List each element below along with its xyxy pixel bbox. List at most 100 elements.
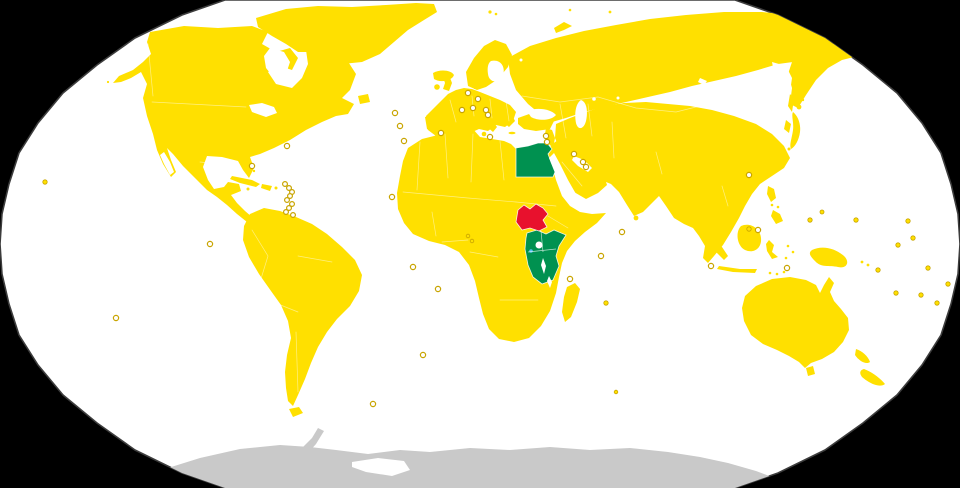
jamaica [246,187,250,191]
asia-south [555,102,790,263]
red-country [515,203,549,232]
arctic-island [285,12,315,30]
levant-coast [545,128,555,148]
arctic-island [322,12,352,30]
lesser-sunda-islet [768,271,772,275]
small-state-dot [807,217,813,223]
country-borders [147,43,729,393]
moluccas-islet [791,250,795,254]
small-state-dot [918,292,924,298]
small-state-ring [542,132,550,140]
philippines-mindanao [771,210,783,224]
kuril-islet [801,98,805,102]
small-state-ring [283,209,290,216]
small-state-dot [945,281,951,287]
north-america [113,26,356,222]
small-state-ring [396,122,404,130]
small-state-dot [925,265,931,271]
lake-victoria [535,241,543,249]
small-state-ring [112,314,120,322]
sicily [481,131,487,137]
arctic-island [366,26,382,38]
newfoundland [358,94,370,104]
small-state-dot [910,235,916,241]
lake-balkhash [616,96,620,100]
small-state-ring [486,133,494,141]
small-state-ring [409,263,417,271]
hokkaido [796,104,802,110]
aleutian-islet [116,78,120,82]
small-state-ring [434,285,442,293]
bahamas-island [252,169,256,173]
small-state-ring [618,228,626,236]
small-state-ring [290,212,297,219]
small-state-dot [469,238,475,244]
small-state-ring [391,109,399,117]
sri-lanka [633,215,639,221]
denmark [474,81,480,89]
antarctica-group [130,428,790,488]
crete [508,131,516,135]
small-state-ring [289,201,296,208]
lesser-sunda-islet [782,270,786,274]
philippines-islet [776,205,780,209]
small-state-ring [286,205,293,212]
green-countries [515,142,567,285]
arctic-islet [608,10,612,14]
madagascar [562,283,580,322]
red-sea [549,153,576,199]
small-state-ring [286,185,293,192]
hispaniola [261,184,272,191]
lake-ladoga [519,58,523,62]
lake-tanganyika [541,258,546,274]
japan [790,112,801,149]
new-zealand-south [860,369,885,386]
small-state-ring [400,137,408,145]
moluccas-islet [784,256,788,260]
small-state-ring [582,163,590,171]
small-state-ring [287,193,294,200]
svalbard [494,12,498,16]
small-state-dot [613,389,619,395]
small-state-dot [465,233,471,239]
small-state-ring [437,129,445,137]
small-state-ring [282,181,289,188]
sardinia [476,122,480,126]
australia [742,277,849,368]
antarctica [130,445,790,488]
korea [784,120,791,133]
ireland [434,84,440,90]
small-state-ring [458,106,466,114]
small-state-ring [464,89,472,97]
antarctic-peninsula [300,428,324,453]
small-state-ring [570,150,578,158]
philippines-islet [770,203,774,207]
small-state-ring [388,193,396,201]
small-state-ring [579,158,587,166]
africa [397,126,606,342]
kyushu [787,147,791,151]
gulf-of-california [160,152,174,175]
small-state-dot [746,226,752,232]
hudson-bay [264,48,290,78]
small-state-dot [853,217,859,223]
small-state-ring [783,264,791,272]
landmasses-default [106,3,885,417]
black-sea [527,108,556,120]
aleutian-islet [106,80,110,84]
east-africa-internal-borders [527,230,557,253]
south-america [243,208,362,406]
small-state-ring [419,351,427,359]
small-state-ring [469,104,477,112]
ross-ice-shelf [352,458,410,476]
svalbard [488,10,492,14]
new-zealand-north [855,349,870,364]
arctic-islet [568,8,572,12]
small-state-ring [597,252,605,260]
solomon-islet [860,260,864,264]
small-state-ring [284,197,291,204]
sakhalin [788,94,794,112]
cuba [230,176,260,187]
small-state-ring [248,162,256,170]
